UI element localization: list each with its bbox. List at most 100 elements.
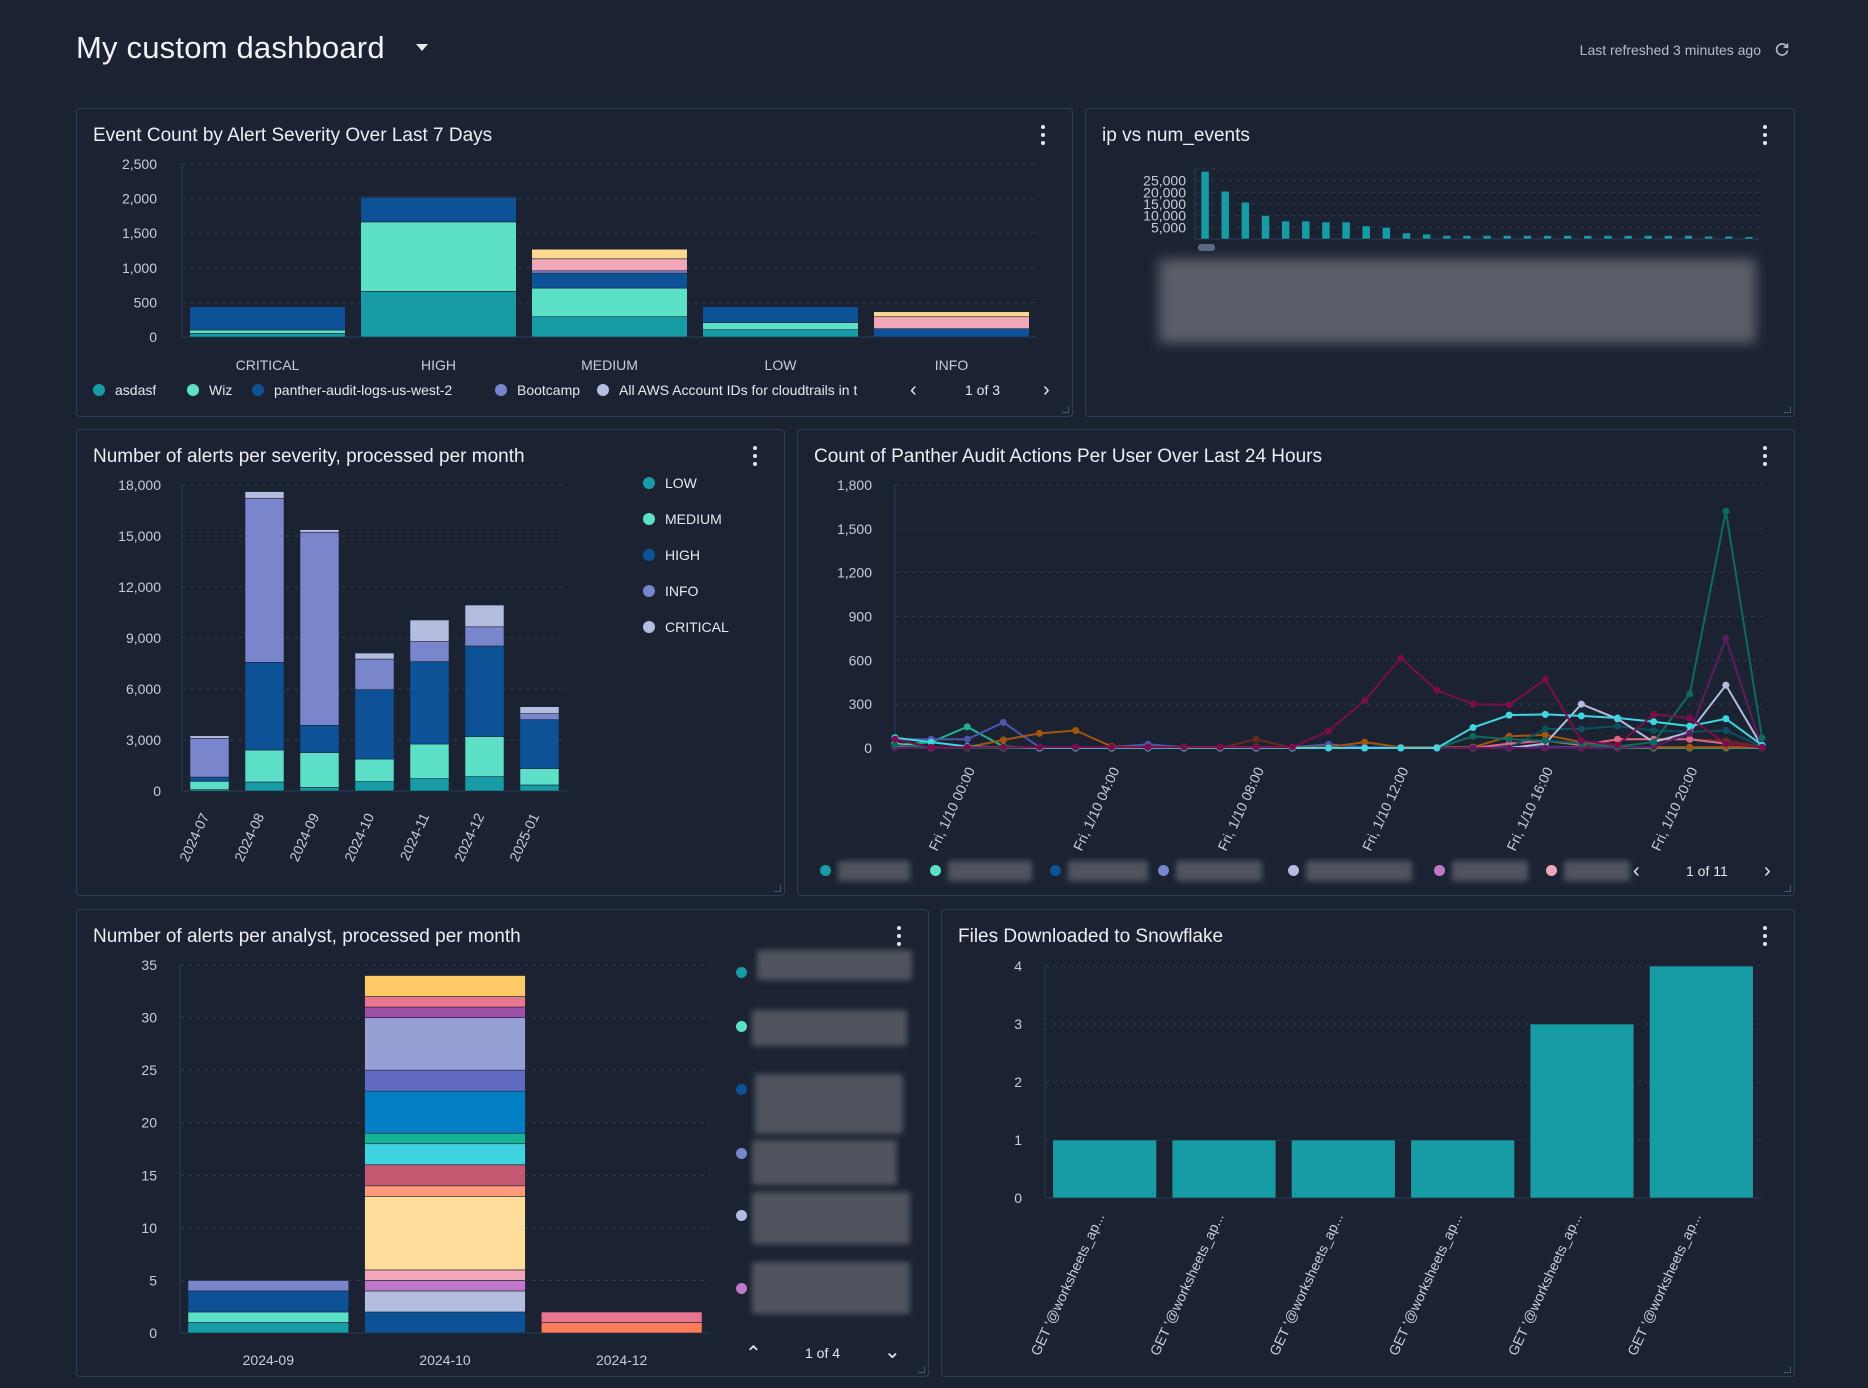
data-point[interactable] — [1722, 715, 1730, 723]
legend-prev-chevron-icon[interactable]: ‹ — [910, 379, 917, 401]
data-point[interactable] — [1722, 507, 1730, 515]
kebab-menu-icon[interactable] — [1762, 926, 1768, 948]
refresh-icon[interactable] — [1774, 41, 1790, 57]
data-point[interactable] — [1722, 740, 1730, 748]
data-point[interactable] — [927, 743, 935, 751]
data-point[interactable] — [1758, 734, 1766, 742]
data-point[interactable] — [927, 738, 935, 746]
kebab-menu-icon[interactable] — [752, 446, 758, 468]
legend-item[interactable]: MEDIUM — [643, 511, 722, 527]
data-point[interactable] — [1180, 743, 1188, 751]
legend-item[interactable]: CRITICAL — [643, 619, 729, 635]
data-point[interactable] — [1577, 700, 1585, 708]
data-point[interactable] — [963, 723, 971, 731]
data-point[interactable] — [963, 743, 971, 751]
data-point[interactable] — [1469, 732, 1477, 740]
data-point[interactable] — [1614, 741, 1621, 749]
legend-item[interactable]: panther-audit-logs-us-west-2 — [252, 382, 452, 398]
data-point[interactable] — [1433, 686, 1441, 694]
data-point[interactable] — [1288, 743, 1296, 751]
kebab-menu-icon[interactable] — [1762, 125, 1768, 147]
data-point[interactable] — [1397, 744, 1405, 752]
data-point[interactable] — [1036, 729, 1043, 737]
data-point[interactable] — [1541, 710, 1549, 718]
data-point[interactable] — [1505, 735, 1513, 743]
data-point[interactable] — [999, 736, 1007, 744]
legend-item[interactable]: Bootcamp — [495, 382, 580, 398]
data-point[interactable] — [1072, 743, 1080, 751]
data-point[interactable] — [1686, 743, 1694, 751]
data-point[interactable] — [1108, 743, 1116, 751]
resize-handle[interactable] — [1784, 406, 1791, 413]
data-point[interactable] — [1686, 735, 1694, 743]
data-point[interactable] — [1650, 718, 1658, 726]
legend-item[interactable]: asdasf — [93, 382, 156, 398]
data-point[interactable] — [1577, 725, 1585, 733]
legend-item[interactable]: HIGH — [643, 547, 700, 563]
data-point[interactable] — [963, 735, 971, 743]
data-point[interactable] — [1650, 738, 1658, 746]
kebab-menu-icon[interactable] — [896, 926, 902, 948]
resize-handle[interactable] — [918, 1366, 925, 1373]
data-point[interactable] — [1361, 738, 1369, 746]
data-point[interactable] — [999, 718, 1007, 726]
data-point[interactable] — [1577, 712, 1585, 720]
data-point[interactable] — [1325, 727, 1332, 735]
data-point[interactable] — [1722, 681, 1730, 689]
data-point[interactable] — [1505, 711, 1513, 719]
data-point[interactable] — [1469, 700, 1477, 708]
data-point[interactable] — [1541, 737, 1549, 745]
data-point[interactable] — [1686, 690, 1694, 698]
data-point[interactable] — [1577, 737, 1585, 745]
legend-next-chevron-icon[interactable]: › — [1043, 379, 1050, 401]
data-point[interactable] — [1614, 735, 1621, 743]
data-point[interactable] — [1469, 744, 1477, 752]
resize-handle[interactable] — [1784, 1366, 1791, 1373]
dashboard-switcher-caret-icon[interactable] — [416, 44, 428, 51]
data-point[interactable] — [1252, 735, 1260, 743]
data-point[interactable] — [1541, 731, 1549, 739]
data-point[interactable] — [1722, 726, 1730, 734]
data-point[interactable] — [1650, 710, 1658, 718]
resize-handle[interactable] — [1062, 406, 1069, 413]
data-point[interactable] — [1361, 744, 1369, 752]
data-point[interactable] — [999, 743, 1007, 751]
data-point[interactable] — [1614, 722, 1621, 730]
kebab-menu-icon[interactable] — [1040, 125, 1046, 147]
data-point[interactable] — [891, 741, 899, 749]
data-point[interactable] — [1325, 744, 1332, 752]
data-point[interactable] — [1650, 726, 1658, 734]
data-point[interactable] — [1722, 634, 1730, 642]
data-point[interactable] — [891, 735, 899, 743]
kebab-menu-icon[interactable] — [1762, 446, 1768, 468]
data-point[interactable] — [1686, 714, 1694, 722]
resize-handle[interactable] — [1784, 885, 1791, 892]
legend-item[interactable]: INFO — [643, 583, 698, 599]
data-point[interactable] — [1252, 743, 1260, 751]
data-point[interactable] — [1144, 743, 1152, 751]
data-point[interactable] — [1397, 654, 1405, 662]
data-point[interactable] — [1686, 729, 1694, 737]
data-point[interactable] — [1686, 722, 1694, 730]
data-point[interactable] — [1541, 725, 1549, 733]
data-point[interactable] — [1361, 697, 1369, 705]
data-point[interactable] — [1541, 744, 1549, 752]
legend-next-chevron-icon[interactable]: ⌄ — [884, 1341, 901, 1363]
data-point[interactable] — [1505, 701, 1513, 709]
data-point[interactable] — [1216, 743, 1224, 751]
scrollbar-thumb[interactable] — [1198, 244, 1215, 251]
data-point[interactable] — [1541, 675, 1549, 683]
legend-item[interactable]: Wiz — [187, 382, 232, 398]
data-point[interactable] — [1505, 744, 1513, 752]
legend-prev-chevron-icon[interactable]: ⌃ — [745, 1343, 762, 1365]
legend-prev-chevron-icon[interactable]: ‹ — [1633, 860, 1640, 882]
data-point[interactable] — [1614, 714, 1621, 722]
data-point[interactable] — [1072, 726, 1080, 734]
resize-handle[interactable] — [774, 885, 781, 892]
legend-item[interactable]: All AWS Account IDs for cloudtrails in t — [597, 382, 857, 398]
data-point[interactable] — [1433, 744, 1441, 752]
legend-item[interactable]: LOW — [643, 475, 697, 491]
data-point[interactable] — [1036, 743, 1043, 751]
legend-next-chevron-icon[interactable]: › — [1764, 860, 1771, 882]
data-point[interactable] — [1469, 724, 1477, 732]
